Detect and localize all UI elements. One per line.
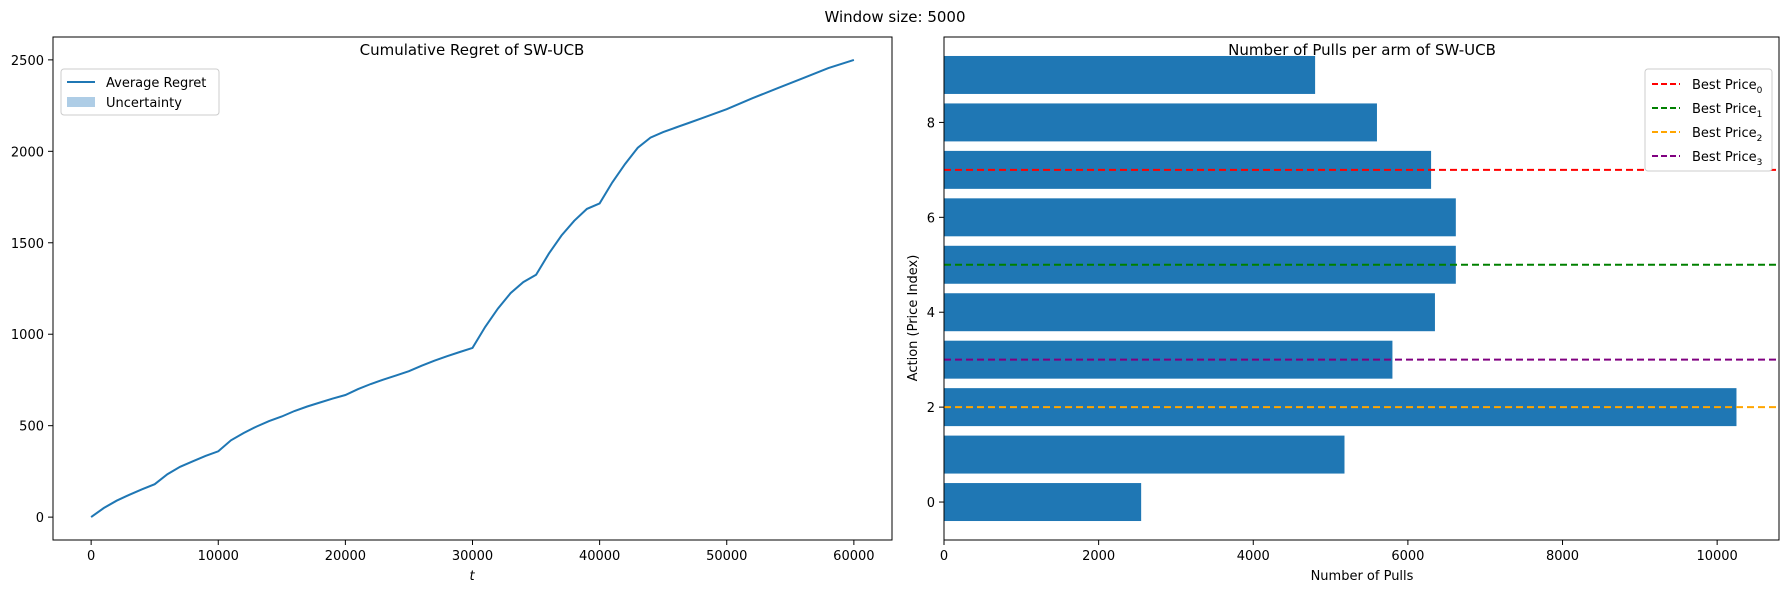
pulls-x-axis-label: Number of Pulls	[1311, 569, 1414, 584]
y-tick-label: 0	[36, 511, 44, 526]
regret-legend: Average Regret Uncertainty	[60, 68, 220, 116]
pulls-chart-title: Number of Pulls per arm of SW-UCB	[1228, 41, 1496, 59]
pulls-bar	[944, 103, 1377, 142]
y-tick-label: 8	[927, 116, 935, 131]
pulls-legend: Best Price0 Best Price1 Best Price2 Best Pr…	[1644, 68, 1773, 172]
pulls-bar	[944, 55, 1316, 94]
x-tick-label: 0	[87, 549, 95, 564]
figure-suptitle: Window size: 5000	[825, 8, 966, 26]
x-tick-label: 30000	[452, 549, 493, 564]
x-tick-label: 6000	[1391, 549, 1424, 564]
x-tick-label: 60000	[833, 549, 874, 564]
legend-best-price-label: Best Price0	[1692, 78, 1763, 96]
x-tick-label: 10000	[198, 549, 239, 564]
x-tick-label: 10000	[1696, 549, 1737, 564]
x-tick-label: 4000	[1237, 549, 1270, 564]
pulls-y-axis-label: Action (Price Index)	[906, 255, 921, 382]
legend-band-swatch	[67, 97, 95, 107]
pulls-bar	[944, 293, 1435, 332]
legend-best-price-label: Best Price3	[1692, 150, 1762, 168]
regret-plot-frame	[52, 36, 893, 541]
y-tick-label: 1000	[11, 328, 44, 343]
pulls-bar	[944, 435, 1345, 474]
legend-uncertainty: Uncertainty	[106, 96, 182, 111]
x-tick-label: 2000	[1082, 549, 1115, 564]
average-regret-line	[90, 58, 855, 518]
y-tick-label: 2500	[11, 54, 44, 69]
regret-chart: Cumulative Regret of SW-UCB 0 10000 20000 3…	[11, 36, 893, 584]
pulls-bar	[944, 483, 1142, 522]
y-tick-label: 0	[927, 496, 935, 511]
y-tick-label: 2000	[11, 145, 44, 160]
pulls-bar	[944, 198, 1456, 237]
legend-best-price-label: Best Price2	[1692, 126, 1762, 144]
legend-best-price-label: Best Price1	[1692, 102, 1762, 120]
x-tick-label: 8000	[1546, 549, 1579, 564]
y-tick-label: 500	[19, 420, 44, 435]
x-tick-label: 40000	[579, 549, 620, 564]
y-tick-label: 4	[927, 306, 935, 321]
legend-average-regret: Average Regret	[106, 76, 206, 91]
pulls-chart: Number of Pulls per arm of SW-UCB 0 2000 4…	[906, 36, 1780, 584]
pulls-plot-frame	[943, 36, 1780, 541]
regret-chart-title: Cumulative Regret of SW-UCB	[360, 41, 585, 59]
y-tick-label: 1500	[11, 237, 44, 252]
x-tick-label: 50000	[706, 549, 747, 564]
regret-x-axis-label: t	[469, 569, 475, 584]
x-tick-label: 0	[940, 549, 948, 564]
x-tick-label: 20000	[325, 549, 366, 564]
y-tick-label: 6	[927, 211, 935, 226]
y-tick-label: 2	[927, 401, 935, 416]
